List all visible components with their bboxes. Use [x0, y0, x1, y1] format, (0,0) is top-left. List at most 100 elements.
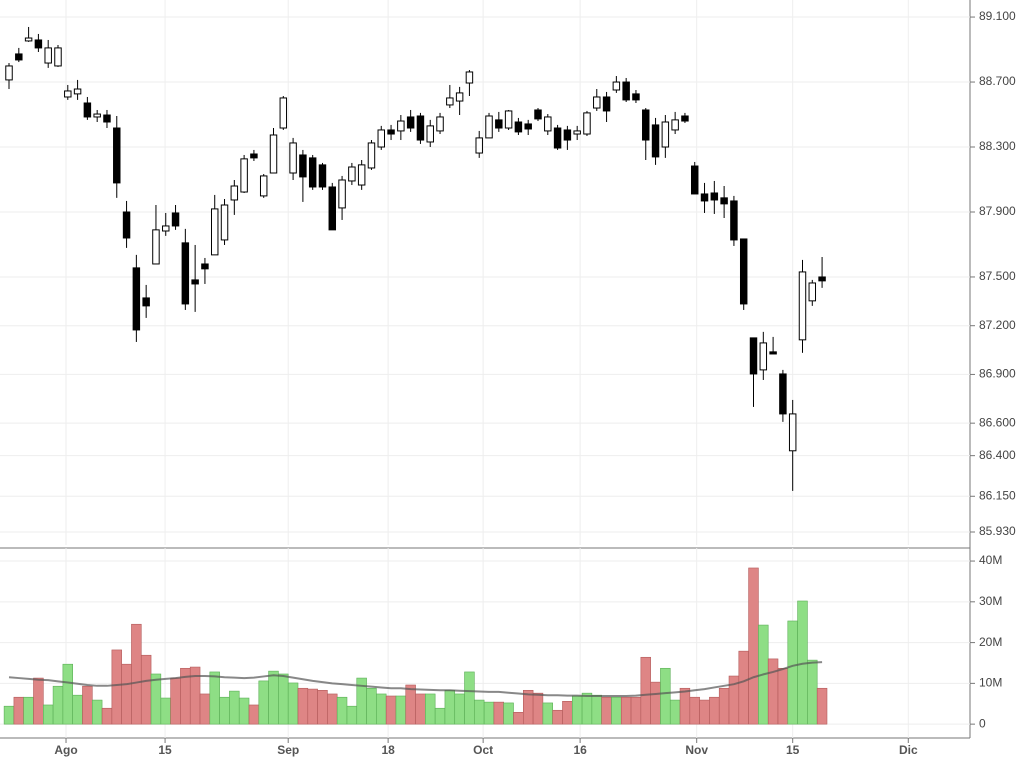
candle-body: [524, 123, 532, 130]
volume-bar: [669, 699, 681, 725]
candle-body: [348, 166, 356, 182]
candle-body: [690, 165, 699, 195]
volume-bar: [777, 667, 789, 725]
volume-bar: [297, 687, 309, 725]
volume-bar: [679, 687, 691, 725]
candle-body: [495, 119, 503, 129]
volume-bar: [72, 694, 83, 725]
candle-body: [103, 114, 111, 123]
volume-bar: [219, 696, 230, 725]
candle-body: [328, 186, 337, 231]
volume-bar: [307, 688, 318, 725]
candle-body: [240, 158, 248, 193]
candle-body: [651, 124, 660, 158]
candle-body: [357, 164, 366, 186]
candle-body: [661, 121, 670, 148]
candle-body: [583, 112, 591, 135]
volume-bar: [620, 696, 632, 725]
volume-bar: [52, 685, 64, 725]
volume-bar: [405, 684, 416, 725]
candle-body: [93, 113, 101, 118]
candle-body: [798, 271, 807, 341]
candle-body: [749, 337, 758, 375]
candle-body: [73, 88, 82, 95]
volume-bar: [483, 701, 495, 725]
volume-bar: [493, 701, 505, 725]
candle-body: [642, 109, 650, 141]
y-tick-label: 0: [979, 716, 986, 730]
x-tick-label: 15: [158, 743, 172, 757]
volume-bar: [699, 699, 710, 725]
volume-bar: [434, 707, 446, 725]
candle-body: [367, 142, 376, 169]
candle-body: [700, 193, 709, 202]
candle-body: [269, 134, 278, 174]
volume-bar: [121, 663, 132, 725]
volume-bar: [650, 681, 661, 725]
volume-bar: [748, 567, 759, 725]
candle-body: [338, 179, 346, 209]
volume-bar: [454, 693, 465, 725]
volume-bar: [199, 693, 211, 725]
candle-body: [181, 242, 190, 305]
candle-body: [739, 238, 748, 305]
volume-bar: [571, 695, 583, 725]
volume-bar: [82, 685, 93, 725]
volume-bar: [503, 702, 514, 725]
volume-bar: [33, 677, 44, 725]
candle-body: [808, 282, 817, 302]
candle-body: [230, 185, 239, 201]
y-tick-label: 88.700: [979, 74, 1016, 88]
candle-body: [544, 116, 552, 132]
candle-body: [436, 116, 444, 132]
volume-bar: [718, 687, 730, 725]
candle-body: [250, 153, 258, 159]
y-tick-label: 88.300: [979, 139, 1016, 153]
volume-bar: [415, 693, 426, 725]
volume-bar: [42, 704, 54, 725]
candle-body: [788, 413, 797, 452]
y-tick-label: 20M: [979, 635, 1002, 649]
candle-body: [44, 47, 52, 64]
candle-body: [122, 211, 131, 239]
candle-body: [289, 142, 297, 174]
candle-body: [671, 119, 679, 131]
volume-bar: [101, 707, 113, 725]
volume-bar: [395, 695, 407, 725]
y-tick-label: 86.150: [979, 488, 1016, 502]
candle-body: [406, 116, 415, 129]
candle-body: [730, 200, 738, 241]
candle-body: [64, 90, 72, 98]
x-tick-label: Oct: [473, 743, 493, 757]
volume-bar: [62, 663, 73, 725]
candle-body: [210, 208, 219, 256]
candle-body: [279, 97, 288, 129]
volume-bar: [640, 656, 651, 725]
volume-bar: [385, 695, 397, 725]
candle-body: [455, 92, 464, 102]
volume-bar: [562, 701, 573, 725]
volume-bar: [258, 680, 269, 725]
volume-bar: [709, 696, 720, 725]
candle-body: [710, 192, 719, 201]
candle-body: [220, 204, 229, 241]
candle-body: [593, 96, 601, 109]
volume-bar: [160, 697, 171, 725]
volume-bar: [248, 704, 260, 725]
volume-bar: [425, 693, 436, 725]
volume-bar: [689, 696, 700, 725]
candle-body: [720, 197, 728, 205]
volume-bar: [581, 692, 593, 725]
candle-body: [573, 130, 581, 135]
y-tick-label: 86.900: [979, 367, 1016, 381]
candle-body: [15, 53, 23, 61]
candle-body: [426, 125, 434, 143]
candle-body: [152, 229, 160, 265]
volume-bar: [91, 699, 103, 725]
volume-bar: [346, 705, 358, 725]
x-tick-label: 15: [786, 743, 800, 757]
volume-bar: [376, 693, 387, 725]
y-tick-label: 30M: [979, 594, 1002, 608]
candle-body: [769, 351, 777, 355]
